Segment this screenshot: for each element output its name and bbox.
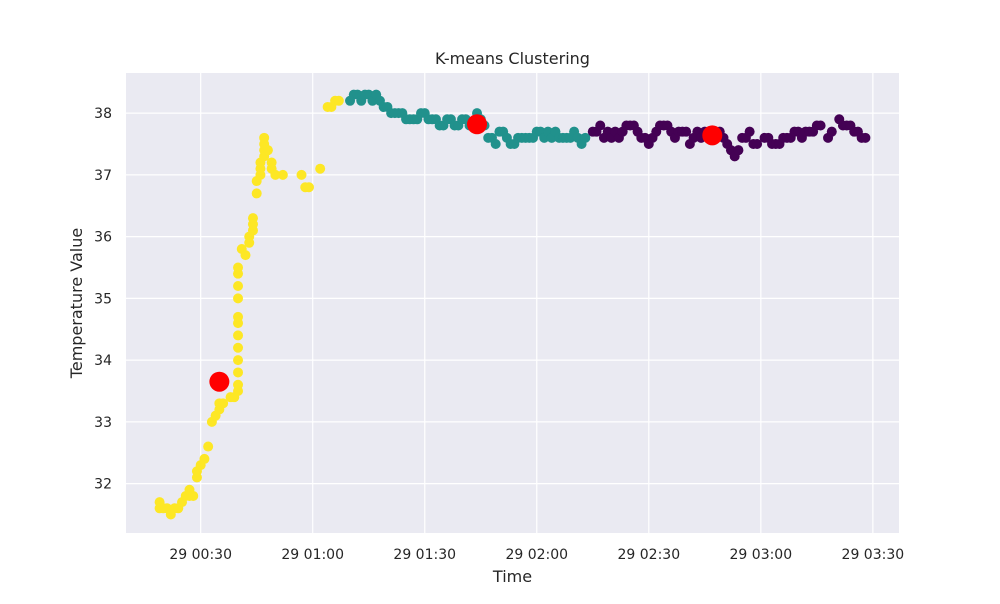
cluster-2-point [595,120,606,131]
y-tick-label: 37 [94,168,112,184]
cluster-0-point [247,213,258,224]
centroids [209,114,723,392]
x-axis-ticks: 29 00:30 29 01:00 29 01:30 29 02:00 29 02:30… [169,547,904,563]
cluster-2-point [815,120,826,131]
cluster-0-point [233,342,244,353]
grid-lines [126,73,899,533]
centroid-1 [467,114,488,135]
cluster-2-point [733,145,744,156]
cluster-0-point [188,490,199,501]
cluster-0-point [259,132,270,143]
cluster-0-point [233,311,244,322]
x-tick-label: 29 02:00 [505,547,568,563]
y-tick-label: 38 [94,106,112,122]
cluster-0-point [240,250,251,261]
y-tick-label: 36 [94,230,112,246]
cluster-0-point [218,398,229,409]
y-tick-label: 33 [94,415,112,431]
x-axis-label: Time [492,567,532,586]
cluster-0-point [233,367,244,378]
cluster-0-point [277,169,288,180]
chart-title: K-means Clustering [435,49,590,68]
cluster-0-point [233,293,244,304]
cluster-2-point [744,126,755,137]
y-tick-label: 32 [94,477,112,493]
cluster-2-point [826,126,837,137]
centroid-0 [209,371,230,392]
cluster-0-point [199,453,210,464]
x-tick-label: 29 00:30 [169,547,232,563]
cluster-1-point [490,139,501,150]
cluster-1-point [580,132,591,143]
cluster-0-point [233,355,244,366]
plot-area [126,73,899,533]
cluster-0-point [270,169,281,180]
data-points [154,89,871,520]
cluster-0-point [233,330,244,341]
x-tick-label: 29 02:30 [617,547,680,563]
cluster-2-point [860,132,871,143]
cluster-0-point [233,262,244,273]
cluster-0-point [251,188,262,199]
cluster-0-point [303,182,314,193]
y-tick-label: 35 [94,291,112,307]
x-tick-label: 29 01:00 [281,547,344,563]
cluster-0-point [296,169,307,180]
cluster-2-point [752,139,763,150]
cluster-0-point [333,95,344,106]
cluster-0-point [233,379,244,390]
cluster-0-point [315,163,326,174]
y-axis-ticks: 32 33 34 35 36 37 38 [94,106,112,492]
centroid-2 [702,125,723,146]
y-axis-label: Temperature Value [67,228,86,379]
y-tick-label: 34 [94,353,112,369]
cluster-0-point [262,145,273,156]
x-tick-label: 29 03:30 [842,547,905,563]
cluster-0-point [203,441,214,452]
x-tick-label: 29 01:30 [393,547,456,563]
x-tick-label: 29 03:00 [730,547,793,563]
cluster-0-point [233,281,244,292]
cluster-2-point [681,126,692,137]
